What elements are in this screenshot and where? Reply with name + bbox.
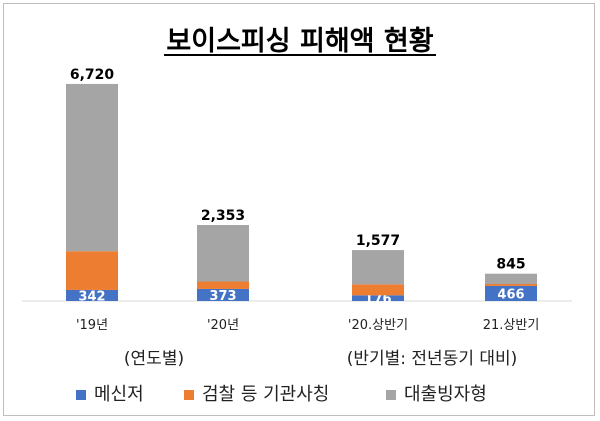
group-label-halfyear: (반기별: 전년동기 대비) (347, 349, 518, 369)
bar-segment-loan (352, 250, 404, 285)
bar-segment-messenger (197, 288, 249, 301)
bar-segment-agency (66, 251, 118, 290)
bar-total-label: 1,577 (356, 233, 400, 249)
segment-value-label: 176 (364, 292, 391, 307)
legend-swatch-messenger (76, 390, 86, 400)
x-tick-label: '19년 (76, 318, 108, 333)
segment-value-label: 373 (209, 289, 236, 304)
legend-swatch-agency (184, 390, 194, 400)
segment-value-label: 342 (78, 289, 105, 304)
legend: 메신저 검찰 등 기관사칭 대출빙자형 (76, 384, 487, 405)
bar-segment-loan (485, 273, 537, 285)
chart-frame: 보이스피싱 피해액 현황 342 6,720 '19년 373 2,353 '20년 176… (3, 3, 595, 416)
bar-segment-messenger (485, 285, 537, 301)
group-label-yearly: (연도별) (124, 349, 184, 369)
x-tick-label: 21.상반기 (483, 318, 540, 333)
bar-segment-loan (197, 224, 249, 282)
x-tick-label: '20.상반기 (348, 318, 408, 333)
legend-label-loan: 대출빙자형 (404, 384, 487, 405)
bar-total-label: 2,353 (201, 208, 245, 224)
bar-segment-messenger (66, 289, 118, 301)
bar-segment-agency (352, 284, 404, 296)
chart-title: 보이스피싱 피해액 현황 (166, 26, 433, 57)
segment-value-label: 466 (497, 287, 524, 302)
bar-segment-agency (197, 281, 249, 289)
x-tick-label: '20년 (207, 318, 239, 333)
legend-label-agency: 검찰 등 기관사칭 (202, 384, 329, 405)
bar-segment-messenger (352, 295, 404, 301)
legend-swatch-loan (386, 390, 396, 400)
bars-layer: 342 6,720 '19년 373 2,353 '20년 176 1,577 '20.상반기 4… (66, 67, 539, 333)
bar-segment-loan (66, 83, 118, 252)
bar-total-label: 6,720 (70, 67, 115, 83)
stacked-bar-chart: 보이스피싱 피해액 현황 342 6,720 '19년 373 2,353 '20년 176… (22, 26, 572, 405)
bar-total-label: 845 (496, 257, 525, 273)
legend-label-messenger: 메신저 (94, 384, 144, 405)
bar-segment-agency (485, 284, 537, 286)
